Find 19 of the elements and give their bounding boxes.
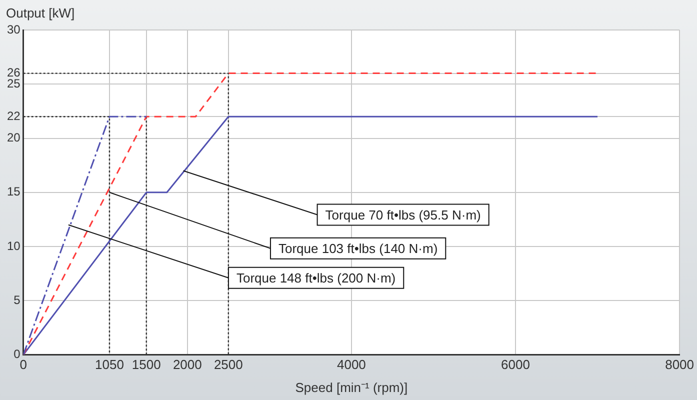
y-tick-label: 5 xyxy=(14,292,21,307)
x-tick-label: 1500 xyxy=(132,357,161,372)
y-tick-label: 10 xyxy=(6,238,21,253)
annotation: Torque 148 ft•lbs (200 N·m) xyxy=(236,270,396,286)
y-tick-label: 22 xyxy=(6,108,21,123)
x-tick-label: 6000 xyxy=(501,357,530,372)
y-tick-label: 0 xyxy=(14,347,21,362)
x-tick-label: 2500 xyxy=(214,357,243,372)
y-axis-title: Output [kW] xyxy=(6,6,75,21)
annotation: Torque 103 ft•lbs (140 N·m) xyxy=(278,240,438,256)
x-tick-label: 8000 xyxy=(665,357,694,372)
x-axis-title: Speed [min⁻¹ (rpm)] xyxy=(295,380,408,395)
x-tick-label: 4000 xyxy=(336,357,366,372)
y-tick-label: 15 xyxy=(6,184,21,199)
annotation: Torque 70 ft•lbs (95.5 N·m) xyxy=(325,207,481,222)
x-tick-label: 2000 xyxy=(172,357,202,372)
x-tick-label: 1050 xyxy=(95,357,124,372)
y-tick-label: 30 xyxy=(6,22,21,36)
y-tick-label: 20 xyxy=(6,130,21,145)
